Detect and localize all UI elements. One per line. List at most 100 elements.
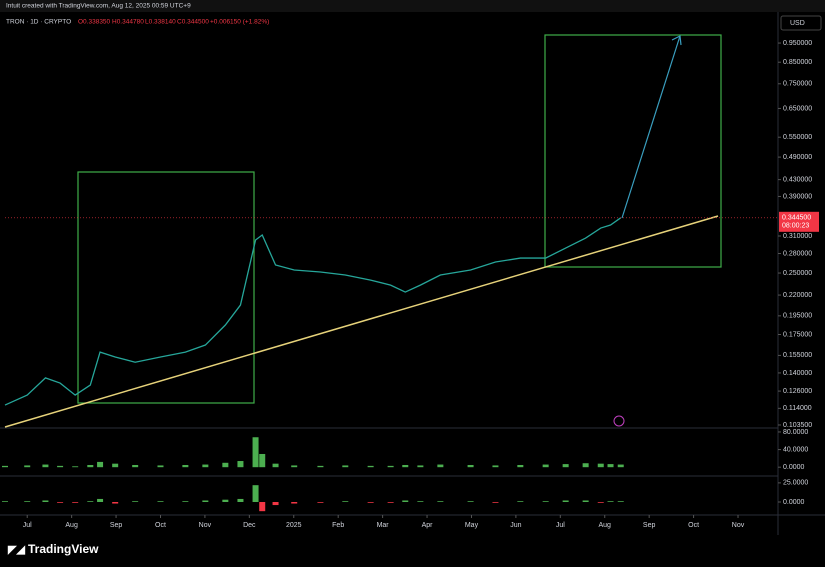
y-tick-label: 0.103500 (783, 422, 812, 429)
histogram-bar (182, 464, 189, 468)
x-tick-label: May (465, 522, 479, 529)
histogram-bar (597, 502, 604, 503)
histogram-bar (492, 465, 499, 468)
histogram-bar (607, 501, 614, 502)
y-tick-label: 0.195000 (783, 313, 812, 320)
x-tick-label: Nov (199, 522, 212, 529)
histogram-bar (87, 464, 94, 468)
histogram-bar (252, 485, 259, 502)
x-tick-label: Jul (23, 522, 32, 529)
x-tick-label: Aug (65, 522, 78, 529)
x-tick-label: Feb (332, 522, 344, 529)
x-tick-label: 2025 (286, 522, 302, 529)
y-tick-label: 0.430000 (783, 176, 812, 183)
target-box[interactable] (544, 34, 722, 268)
histogram-bar (467, 501, 474, 502)
histogram-bar (597, 463, 604, 468)
histogram-bar (367, 502, 374, 503)
histogram-bar (182, 501, 189, 502)
event-icon[interactable] (613, 415, 625, 427)
histogram-bar (291, 465, 298, 468)
histogram-bar (72, 466, 79, 468)
x-tick-label: Nov (732, 522, 745, 529)
histogram-bar (542, 501, 549, 502)
y-tick-label: 0.650000 (783, 105, 812, 112)
y-tick-label: 80.0000 (783, 429, 808, 436)
histogram-bar (24, 465, 31, 468)
y-tick-label: 0.310000 (783, 233, 812, 240)
y-tick-label: 0.155000 (783, 352, 812, 359)
y-tick-label: 0.950000 (783, 40, 812, 47)
histogram-bar (542, 464, 549, 468)
histogram-bar (2, 501, 8, 502)
y-tick-label: 0.140000 (783, 370, 812, 377)
histogram-bar (57, 502, 64, 503)
legend-high: H0.344780 (112, 19, 144, 26)
trend-line[interactable] (4, 215, 719, 428)
histogram-bar (417, 465, 424, 468)
histogram-bar (112, 463, 119, 468)
histogram-bar (97, 498, 104, 502)
histogram-bar (252, 437, 259, 468)
histogram-bar (97, 461, 104, 468)
histogram-bar (272, 502, 279, 506)
histogram-bar (202, 500, 209, 502)
histogram-bar (272, 463, 279, 468)
histogram-bar (24, 501, 31, 502)
histogram-bar (259, 453, 266, 468)
histogram-bar (582, 463, 589, 468)
histogram-bar (72, 502, 79, 503)
histogram-bar (517, 464, 524, 468)
histogram-bar (259, 502, 266, 512)
histogram-bar (132, 501, 139, 502)
histogram-bar (342, 465, 349, 468)
y-tick-label: 25.0000 (783, 480, 808, 487)
y-tick-label: 0.490000 (783, 154, 812, 161)
footer (0, 535, 825, 567)
histogram-bar (387, 502, 394, 503)
projection-arrow[interactable] (621, 35, 681, 219)
y-tick-label: 0.114000 (783, 405, 812, 412)
legend-open: O0.338350 (78, 19, 111, 26)
histogram-bar (417, 501, 424, 502)
histogram-bar (42, 500, 49, 502)
last-price-box (779, 211, 819, 232)
countdown: 08:00:23 (782, 223, 809, 230)
y-tick-label: 0.750000 (783, 81, 812, 88)
y-tick-label: 0.0000 (783, 464, 805, 471)
x-tick-label: Sep (110, 522, 123, 529)
currency: USD (790, 20, 805, 27)
brand: TradingView (28, 542, 99, 556)
price-line (4, 217, 622, 406)
range-box[interactable] (77, 171, 255, 404)
histogram-bar (57, 465, 64, 468)
histogram-bar (157, 465, 164, 468)
histogram-bar (222, 499, 229, 502)
currency-box[interactable] (780, 15, 822, 31)
x-tick-label: Jun (510, 522, 521, 529)
histogram-bar (437, 501, 444, 502)
x-tick-label: Jul (556, 522, 565, 529)
arrow-head (671, 35, 682, 46)
histogram-bar (87, 501, 94, 502)
x-tick-label: Mar (377, 522, 390, 529)
histogram-bar (582, 500, 589, 502)
histogram-bar (367, 465, 374, 468)
y-tick-label: 0.550000 (783, 134, 812, 141)
histogram-bar (492, 502, 499, 503)
histogram-bar (617, 501, 624, 502)
histogram-bar (402, 500, 409, 502)
histogram-bar (317, 502, 324, 503)
legend-symbol: TRON · 1D · CRYPTO (6, 19, 71, 26)
histogram-bar (202, 464, 209, 468)
legend-low: L0.338140 (145, 19, 176, 26)
histogram-bar (237, 498, 244, 502)
histogram-bar (132, 464, 139, 468)
histogram-bar (42, 464, 49, 468)
histogram-bar (517, 501, 524, 502)
y-tick-label: 0.250000 (783, 270, 812, 277)
histogram-bar (342, 501, 349, 502)
y-tick-label: 40.0000 (783, 446, 808, 453)
